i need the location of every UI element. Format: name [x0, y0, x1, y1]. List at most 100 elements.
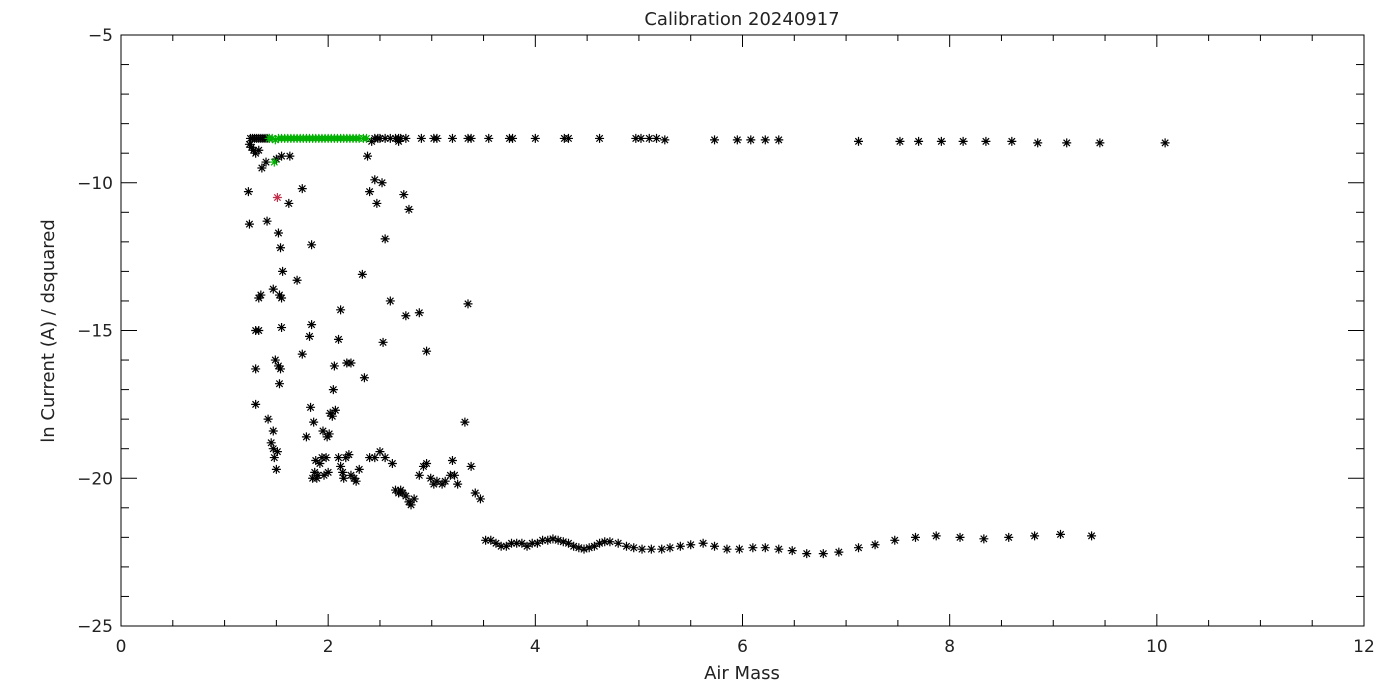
data-point — [361, 133, 371, 143]
data-point — [380, 133, 390, 143]
data-point — [262, 216, 272, 226]
data-point — [748, 543, 758, 553]
data-point — [1095, 138, 1105, 148]
data-point — [268, 426, 278, 436]
data-point — [475, 494, 485, 504]
data-point — [401, 311, 411, 321]
data-point — [646, 544, 656, 554]
data-point — [365, 453, 375, 463]
data-point — [527, 538, 537, 548]
data-point — [272, 447, 282, 457]
data-point — [377, 178, 387, 188]
data-point — [563, 133, 573, 143]
data-point — [574, 543, 584, 553]
data-point — [328, 385, 338, 395]
data-point — [512, 538, 522, 548]
data-point — [979, 534, 989, 544]
data-point — [936, 136, 946, 146]
data-point — [270, 355, 280, 365]
data-point — [271, 464, 281, 474]
data-point — [660, 135, 670, 145]
data-point — [375, 133, 385, 143]
data-point — [553, 535, 563, 545]
data-point — [277, 323, 287, 333]
data-point — [270, 135, 280, 145]
data-point — [267, 133, 277, 143]
data-point — [466, 133, 476, 143]
data-point — [406, 500, 416, 510]
data-point — [589, 541, 599, 551]
data-point — [447, 133, 457, 143]
data-point — [321, 453, 331, 463]
data-point — [931, 531, 941, 541]
data-point — [532, 538, 542, 548]
data-point — [277, 151, 287, 161]
x-tick-label: 0 — [116, 637, 127, 657]
data-point — [548, 534, 558, 544]
x-tick-label: 4 — [530, 637, 541, 657]
data-point — [365, 187, 375, 197]
data-point — [268, 284, 278, 294]
data-point — [1004, 532, 1014, 542]
data-point — [244, 219, 254, 229]
data-point — [432, 133, 442, 143]
data-point — [774, 544, 784, 554]
data-point — [372, 198, 382, 208]
data-point — [1160, 138, 1170, 148]
data-points — [243, 133, 1170, 559]
x-axis: 0 2 4 6 8 10 12 — [116, 35, 1375, 657]
data-point — [802, 549, 812, 559]
data-point — [269, 157, 279, 167]
data-point — [249, 145, 259, 155]
data-point — [760, 543, 770, 553]
data-point — [269, 453, 279, 463]
data-point — [734, 544, 744, 554]
y-tick-label: −15 — [77, 322, 113, 342]
data-point — [370, 453, 380, 463]
data-point — [401, 133, 411, 143]
data-point — [375, 447, 385, 457]
data-point — [380, 453, 390, 463]
data-point — [378, 337, 388, 347]
data-point — [359, 373, 369, 383]
data-point — [276, 243, 286, 253]
x-tick-label: 2 — [323, 637, 334, 657]
data-point — [308, 473, 318, 483]
data-point — [284, 198, 294, 208]
data-point — [491, 538, 501, 548]
data-point — [277, 293, 287, 303]
data-point — [325, 408, 335, 418]
data-point — [414, 308, 424, 318]
data-point — [1056, 529, 1065, 539]
data-point — [319, 470, 329, 480]
data-point — [558, 537, 568, 547]
data-point — [522, 541, 532, 551]
data-point — [774, 135, 784, 145]
data-point — [254, 293, 264, 303]
data-point — [292, 275, 302, 285]
data-point — [854, 543, 864, 553]
data-point — [396, 485, 406, 495]
data-point — [339, 473, 349, 483]
data-point — [309, 417, 319, 427]
data-point — [579, 544, 589, 554]
data-point — [432, 476, 442, 486]
data-point — [261, 157, 271, 167]
data-point — [334, 334, 344, 344]
data-point — [254, 145, 264, 155]
data-point — [349, 473, 359, 483]
data-point — [698, 538, 708, 548]
data-point — [278, 266, 288, 276]
data-point — [346, 358, 356, 368]
data-point — [595, 133, 605, 143]
data-point — [318, 426, 328, 436]
data-point — [910, 532, 920, 542]
data-point — [637, 544, 647, 554]
data-point — [370, 175, 380, 185]
data-point — [385, 133, 395, 143]
data-point — [336, 305, 346, 315]
data-point — [274, 379, 284, 389]
data-point — [363, 151, 373, 161]
